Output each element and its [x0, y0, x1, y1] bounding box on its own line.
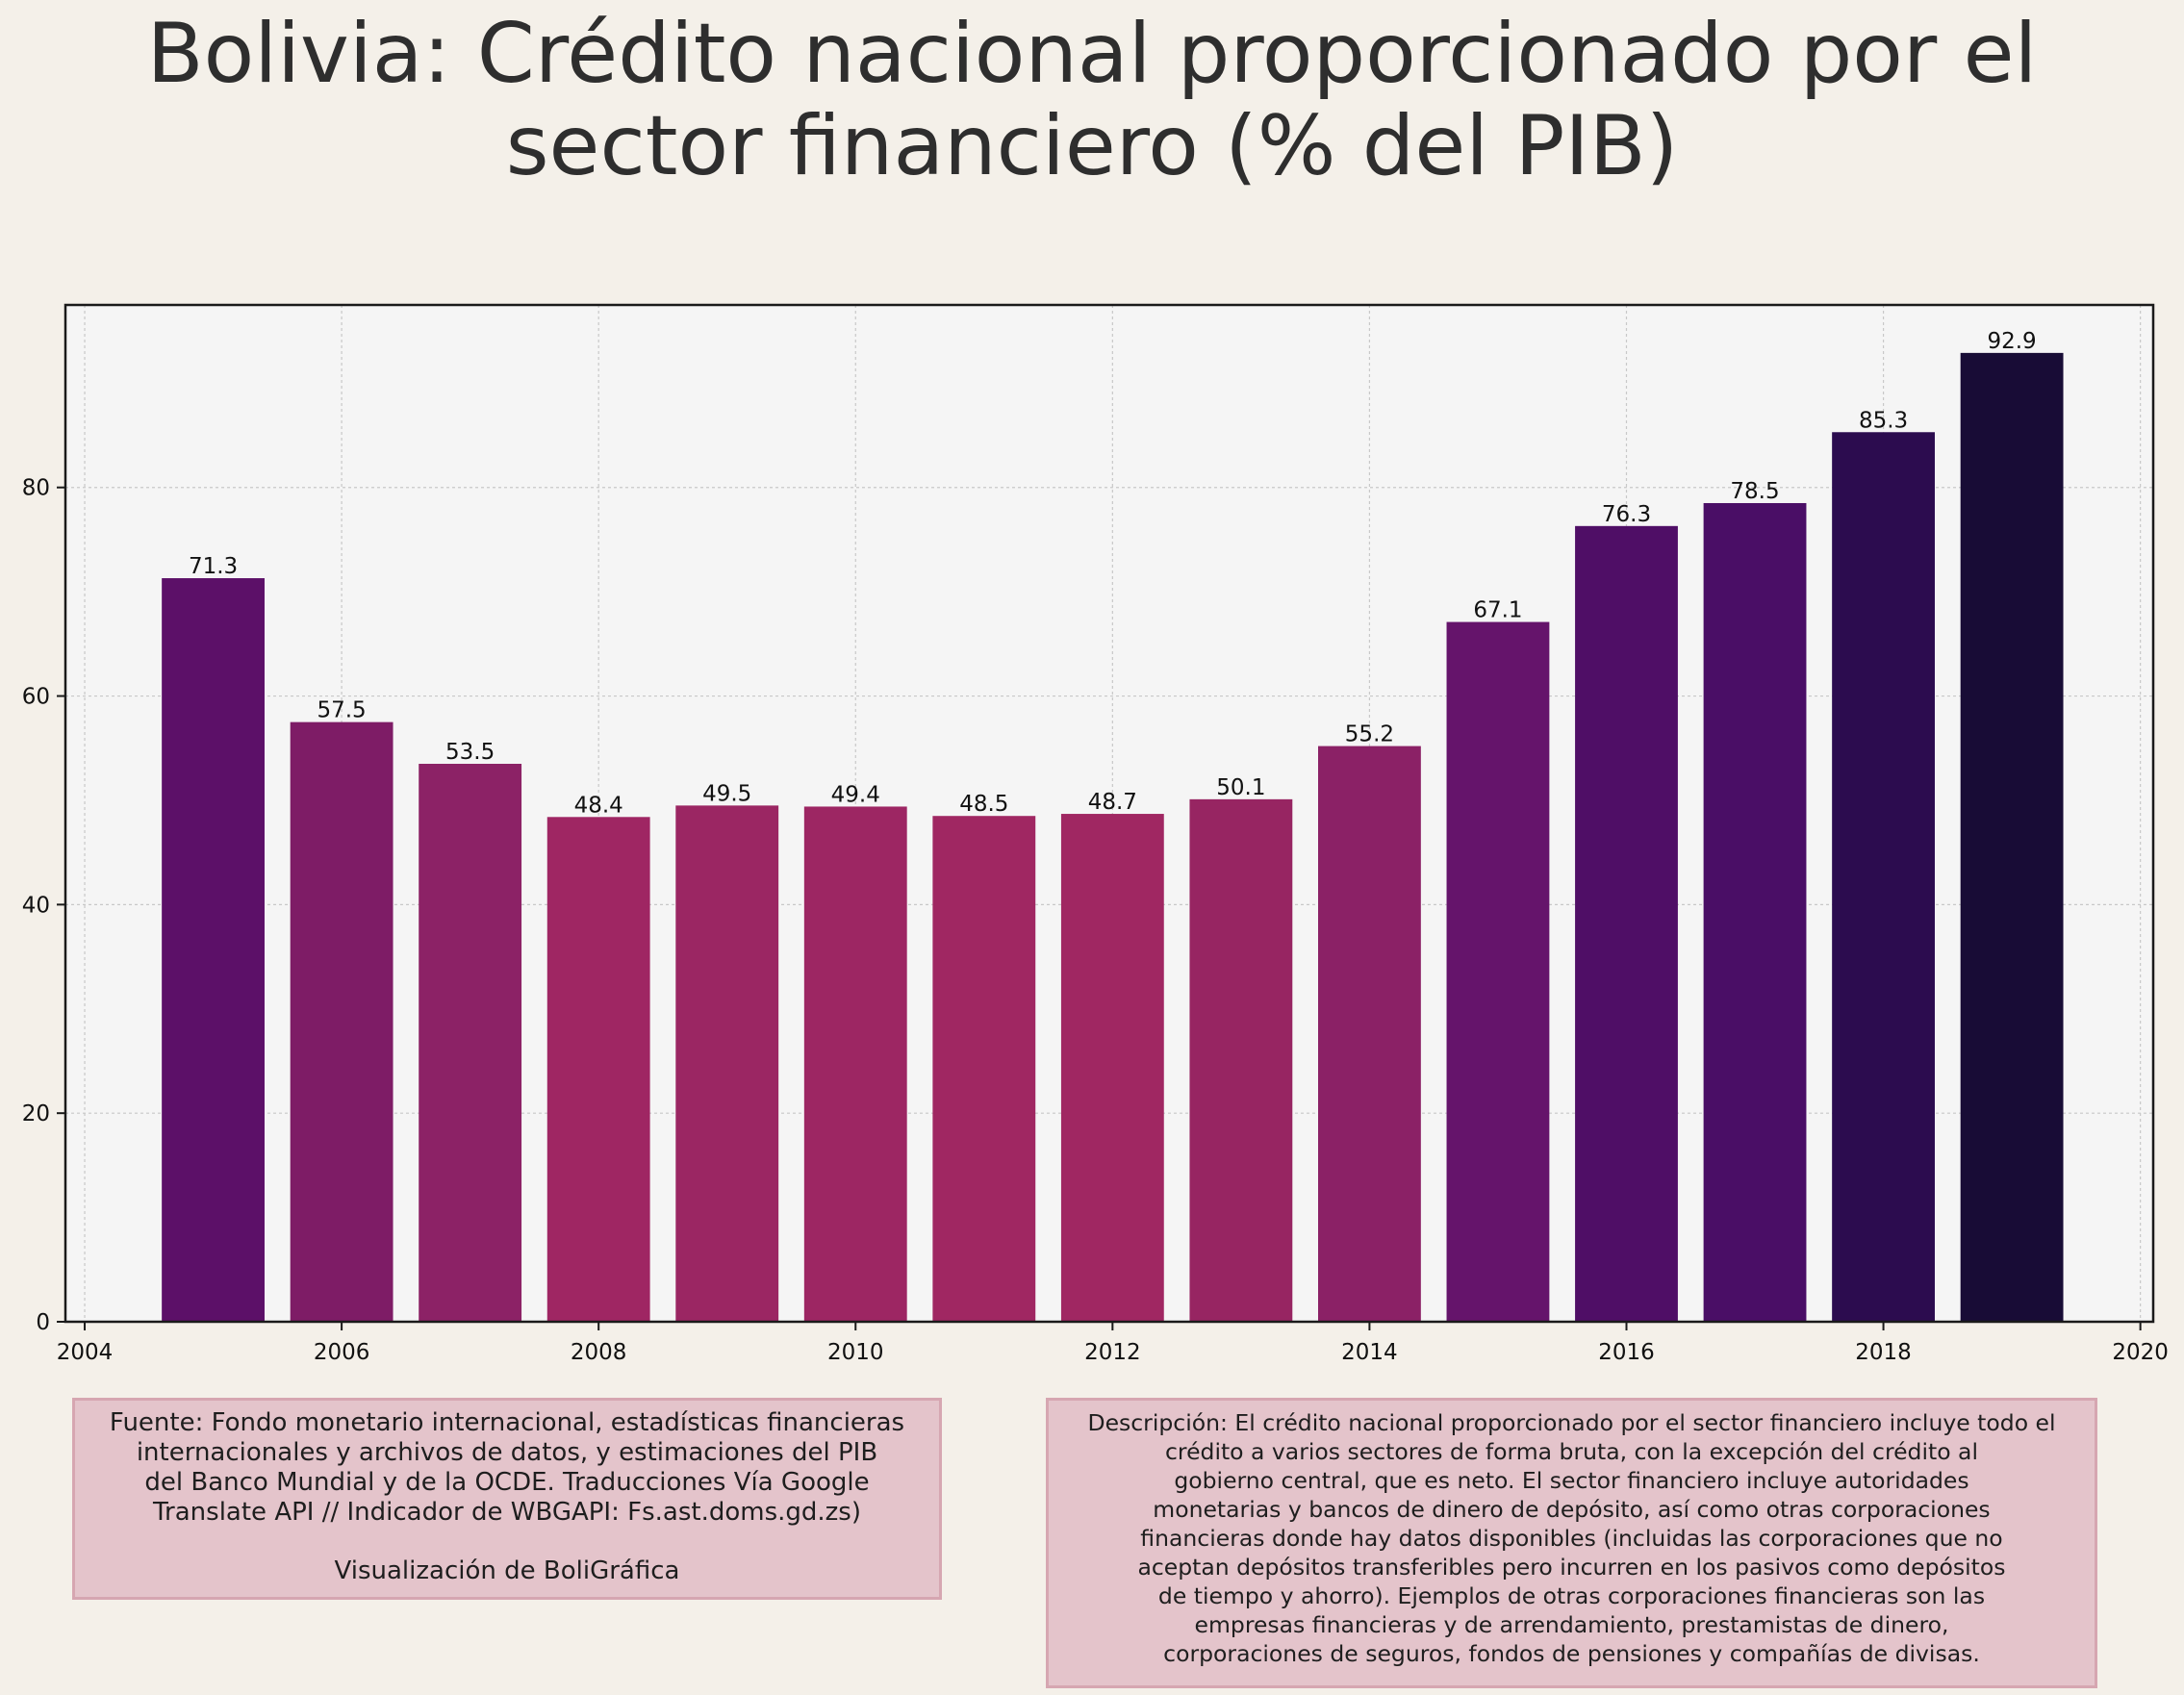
bar-value-label: 48.5 [959, 792, 1008, 817]
source-line-3: del Banco Mundial y de la OCDE. Traducci… [144, 1468, 870, 1497]
source-box: Fuente: Fondo monetario internacional, e… [72, 1398, 942, 1600]
y-tick-label: 20 [22, 1101, 50, 1126]
bar [1060, 814, 1164, 1322]
bar-value-label: 76.3 [1602, 502, 1651, 527]
x-tick-label: 2016 [1598, 1340, 1655, 1365]
bar-value-label: 53.5 [445, 740, 495, 765]
x-tick-label: 2010 [827, 1340, 884, 1365]
x-tick-label: 2006 [314, 1340, 370, 1365]
description-line-6: aceptan depósitos transferibles pero inc… [1137, 1554, 2006, 1581]
y-tick-label: 80 [22, 476, 50, 501]
description-line-8: empresas financieras y de arrendamiento,… [1194, 1611, 1949, 1638]
bar-value-label: 48.4 [574, 793, 623, 818]
bar [1960, 352, 2064, 1322]
bar-value-label: 49.4 [831, 782, 880, 807]
bar-value-label: 49.5 [702, 781, 751, 806]
source-line-2: internacionales y archivos de datos, y e… [136, 1438, 878, 1467]
plot-frame [63, 303, 2155, 1324]
description-box: Descripción: El crédito nacional proporc… [1046, 1398, 2097, 1688]
bar [1703, 502, 1807, 1322]
bar [803, 806, 907, 1322]
chart-title: Bolivia: Crédito nacional proporcionado … [0, 8, 2184, 192]
bar [1318, 746, 1421, 1322]
bar-value-label: 50.1 [1216, 775, 1265, 800]
bar-chart: 71.3 57.5 53.5 48.4 49.5 49.4 48.5 48.7 50.1 55.2… [22, 303, 2169, 1365]
description-line-1: Descripción: El crédito nacional proporc… [1087, 1409, 2056, 1436]
y-tick-label: 40 [22, 893, 50, 918]
x-tick-label: 2014 [1341, 1340, 1398, 1365]
x-tick-label: 2012 [1084, 1340, 1141, 1365]
bar [1575, 525, 1678, 1322]
bar-value-label: 78.5 [1730, 479, 1779, 504]
bar [546, 817, 650, 1322]
bars [162, 352, 2064, 1322]
bar-value-label: 92.9 [1987, 329, 2036, 354]
bar [1446, 621, 1550, 1322]
description-line-3: gobierno central, que es neto. El sector… [1174, 1467, 1969, 1494]
x-tick-label: 2020 [2112, 1340, 2169, 1365]
y-axis: 0 20 40 60 80 [22, 476, 65, 1335]
description-line-4: monetarias y bancos de dinero de depósit… [1153, 1496, 1991, 1523]
chart-title-line-1: Bolivia: Crédito nacional proporcionado … [146, 6, 2038, 102]
bar-value-labels: 71.3 57.5 53.5 48.4 49.5 49.4 48.5 48.7 50.1 55.2… [189, 329, 2037, 818]
visualization-credit: Visualización de BoliGráfica [334, 1556, 680, 1585]
x-tick-label: 2018 [1855, 1340, 1912, 1365]
description-line-9: corporaciones de seguros, fondos de pens… [1163, 1640, 1980, 1667]
bar [290, 721, 394, 1322]
description-line-2: crédito a varios sectores de forma bruta… [1165, 1438, 1978, 1465]
bar [1832, 432, 1935, 1322]
bar-value-label: 67.1 [1473, 598, 1522, 623]
chart-title-line-2: sector financiero (% del PIB) [505, 98, 1679, 194]
description-line-7: de tiempo y ahorro). Ejemplos de otras c… [1157, 1582, 1986, 1609]
y-tick-label: 60 [22, 685, 50, 710]
x-tick-label: 2004 [57, 1340, 114, 1365]
source-line-1: Fuente: Fondo monetario internacional, e… [109, 1408, 905, 1437]
bar-value-label: 48.7 [1088, 790, 1137, 815]
description-line-5: financieras donde hay datos disponibles … [1140, 1525, 2003, 1552]
bar-value-label: 71.3 [189, 554, 238, 579]
bar [675, 805, 779, 1322]
source-line-4: Translate API // Indicador de WBGAPI: Fs… [153, 1498, 861, 1527]
bar-value-label: 57.5 [317, 698, 366, 723]
bar [1189, 798, 1293, 1322]
y-tick-label: 0 [36, 1310, 50, 1335]
bar-value-label: 85.3 [1859, 408, 1908, 433]
x-tick-label: 2008 [571, 1340, 627, 1365]
bar [932, 816, 1036, 1322]
bar [162, 578, 265, 1322]
x-axis: 2004 2006 2008 2010 2012 2014 2016 2018 2020 [57, 1322, 2169, 1365]
bar [419, 764, 522, 1322]
bar-value-label: 55.2 [1345, 722, 1394, 747]
